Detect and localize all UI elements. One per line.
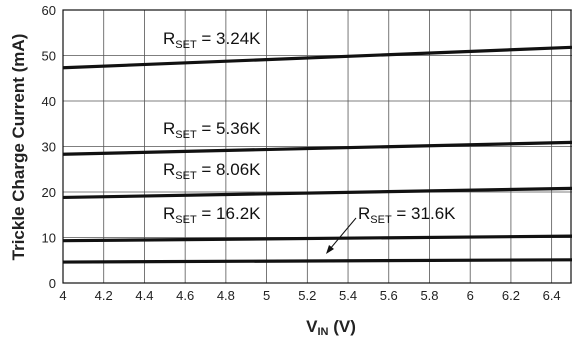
x-axis-label-unit: (V): [328, 317, 355, 336]
y-tick-label-5: 50: [42, 49, 56, 64]
x-tick-label-8: 5.6: [380, 288, 398, 303]
series-line-0: [62, 45, 572, 70]
y-tick-label-6: 60: [42, 3, 56, 18]
series-label-leader: [329, 217, 357, 250]
x-tick-label-4: 4.8: [217, 288, 235, 303]
x-tick-label-5: 5: [263, 288, 270, 303]
x-tick-label-9: 5.8: [420, 288, 438, 303]
x-tick-label-11: 6.2: [502, 288, 520, 303]
series-label-1: RSET = 5.36K: [163, 119, 261, 141]
series-line-2: [62, 186, 572, 200]
tick-labels: 4 4.2 4.4 4.6 4.8 5 5.2 5.4 5.6 5.8 6 6.2 6.4 0 10 20 30…: [42, 3, 561, 303]
x-axis-label-main: V: [306, 317, 318, 336]
series-line-4: [62, 258, 572, 264]
x-axis-label: VIN (V): [306, 317, 356, 338]
series-label-4: RSET = 31.6K: [358, 204, 456, 226]
arrow-head-icon: [326, 245, 334, 254]
x-tick-label-6: 5.2: [298, 288, 316, 303]
series-label-0: RSET = 3.24K: [163, 29, 261, 51]
series-labels: RSET = 3.24K RSET = 5.36K RSET = 8.06K RSET…: [163, 29, 456, 254]
series-line-1: [62, 140, 572, 156]
y-tick-label-1: 10: [42, 231, 56, 246]
x-tick-label-2: 4.4: [135, 288, 153, 303]
x-tick-label-7: 5.4: [339, 288, 357, 303]
y-tick-label-3: 30: [42, 140, 56, 155]
plot-frame: [62, 9, 572, 284]
x-tick-label-10: 6: [467, 288, 474, 303]
series-label-3: RSET = 16.2K: [163, 204, 261, 226]
x-tick-label-0: 4: [59, 288, 66, 303]
x-tick-label-1: 4.2: [95, 288, 113, 303]
x-axis-label-sub: IN: [317, 326, 328, 338]
series-line-3: [62, 234, 572, 243]
x-tick-label-12: 6.4: [543, 288, 561, 303]
series-group: [62, 45, 572, 264]
series-label-2: RSET = 8.06K: [163, 160, 261, 182]
y-tick-label-2: 20: [42, 185, 56, 200]
y-tick-label-0: 0: [49, 276, 56, 291]
plot-border: [62, 9, 572, 284]
y-axis-label: Trickle Charge Current (mA): [9, 34, 28, 261]
x-tick-label-3: 4.6: [176, 288, 194, 303]
y-tick-label-4: 40: [42, 94, 56, 109]
